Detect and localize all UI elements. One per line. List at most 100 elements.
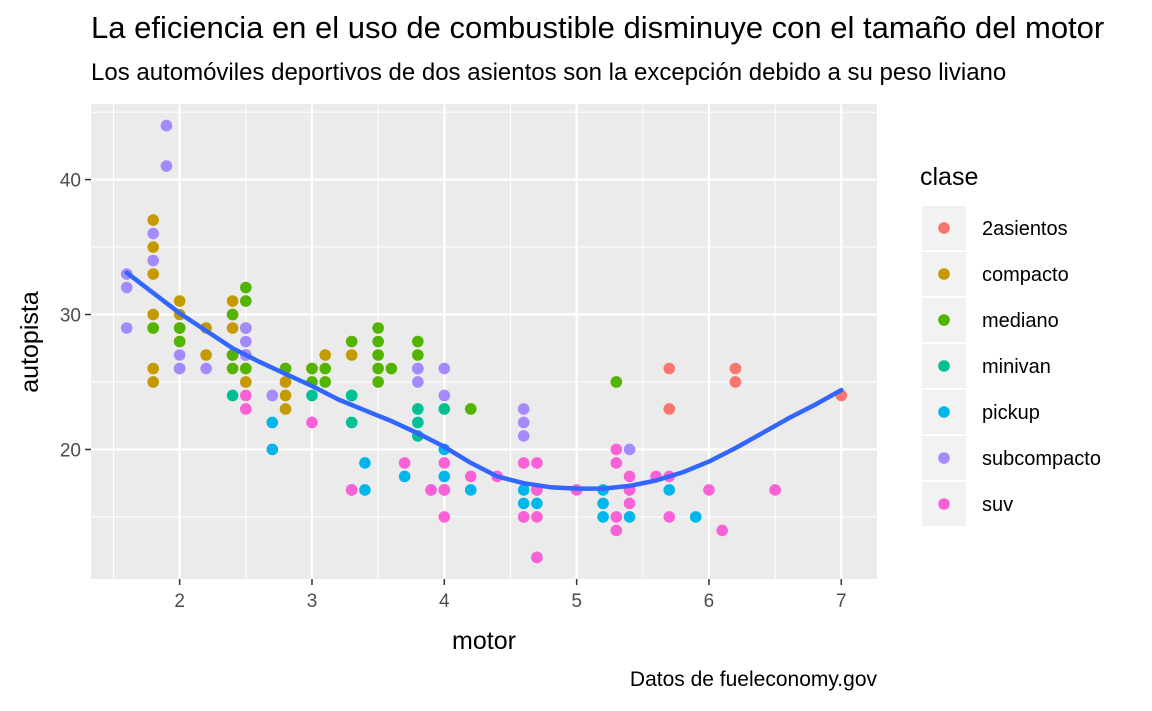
x-tick-label: 6 [704,591,715,612]
chart-title: La eficiencia en el uso de combustible d… [91,10,1105,45]
data-point [610,524,623,537]
data-point [531,457,543,469]
legend-swatch [938,498,950,510]
data-point [517,403,530,415]
data-point [531,551,543,564]
data-point [240,362,252,375]
data-point [345,416,358,429]
data-point [266,416,279,429]
data-point [623,497,636,510]
data-point [610,443,623,456]
data-point [438,362,451,375]
data-point [226,308,239,321]
data-point [147,241,159,253]
data-point [623,470,636,483]
data-point [610,511,623,523]
data-point [517,416,530,429]
legend-swatch [938,406,950,418]
data-point [425,484,437,496]
y-tick-label: 40 [60,171,81,192]
data-point [160,160,173,172]
y-axis-title: autopista [16,291,44,393]
data-point [226,362,239,375]
data-point [663,511,676,523]
data-point [240,295,252,307]
data-point [517,497,530,510]
data-point [306,389,318,402]
data-point [438,484,451,496]
data-point [412,376,424,388]
legend-label: compacto [982,264,1069,286]
data-point [517,484,530,496]
y-tick-label: 20 [60,440,81,461]
data-point [412,403,424,415]
data-point [438,470,451,483]
data-point [240,389,252,402]
data-point [398,457,411,469]
smooth-line-layer [124,270,844,491]
data-point [200,349,212,361]
data-point [147,376,159,388]
data-point [464,470,477,483]
x-tick-label: 4 [439,591,450,612]
data-point [147,227,159,240]
legend-label: pickup [982,402,1040,424]
data-point [173,335,186,348]
data-point [279,376,292,388]
data-point [531,497,543,510]
legend-swatch [938,452,950,464]
data-point [120,322,133,334]
data-point [147,322,159,334]
data-point [412,349,424,361]
data-point [147,362,159,375]
data-point [610,376,623,388]
x-axis-title: motor [452,627,516,655]
data-point [147,268,159,280]
legend-swatch [938,222,950,234]
data-point [438,511,451,523]
data-point [240,322,252,334]
data-point [597,511,609,523]
data-point [240,281,252,294]
data-point [160,119,173,132]
x-tick-label: 3 [307,591,318,612]
data-point [147,254,159,267]
legend-label: subcompacto [982,448,1101,470]
data-point [412,362,424,375]
data-point [412,335,424,348]
legend-label: suv [982,494,1013,516]
data-point [623,443,636,456]
data-point [531,511,543,523]
data-point [703,484,715,496]
plot-panel [91,104,877,579]
data-point [372,322,384,334]
data-point [173,362,186,375]
data-point [173,322,186,334]
data-point [464,403,477,415]
data-point [597,497,609,510]
data-point [359,484,371,496]
data-point [345,335,358,348]
data-point [663,484,676,496]
data-point [623,511,636,523]
data-point [729,362,742,375]
data-point [345,484,358,496]
data-point [226,322,239,334]
data-point [663,403,676,415]
data-point [729,376,742,388]
legend-swatch [938,268,950,280]
data-point [120,281,133,294]
data-point [517,430,530,442]
data-point [319,376,332,388]
data-point [372,376,384,388]
data-point [306,362,318,375]
data-point [279,403,292,415]
x-tick-label: 2 [174,591,185,612]
x-tick-label: 5 [571,591,582,612]
chart-subtitle: Los automóviles deportivos de dos asient… [91,59,1007,86]
data-point [345,389,358,402]
y-tick-label: 30 [60,306,81,327]
data-point [266,443,279,456]
legend-swatch [938,314,950,326]
